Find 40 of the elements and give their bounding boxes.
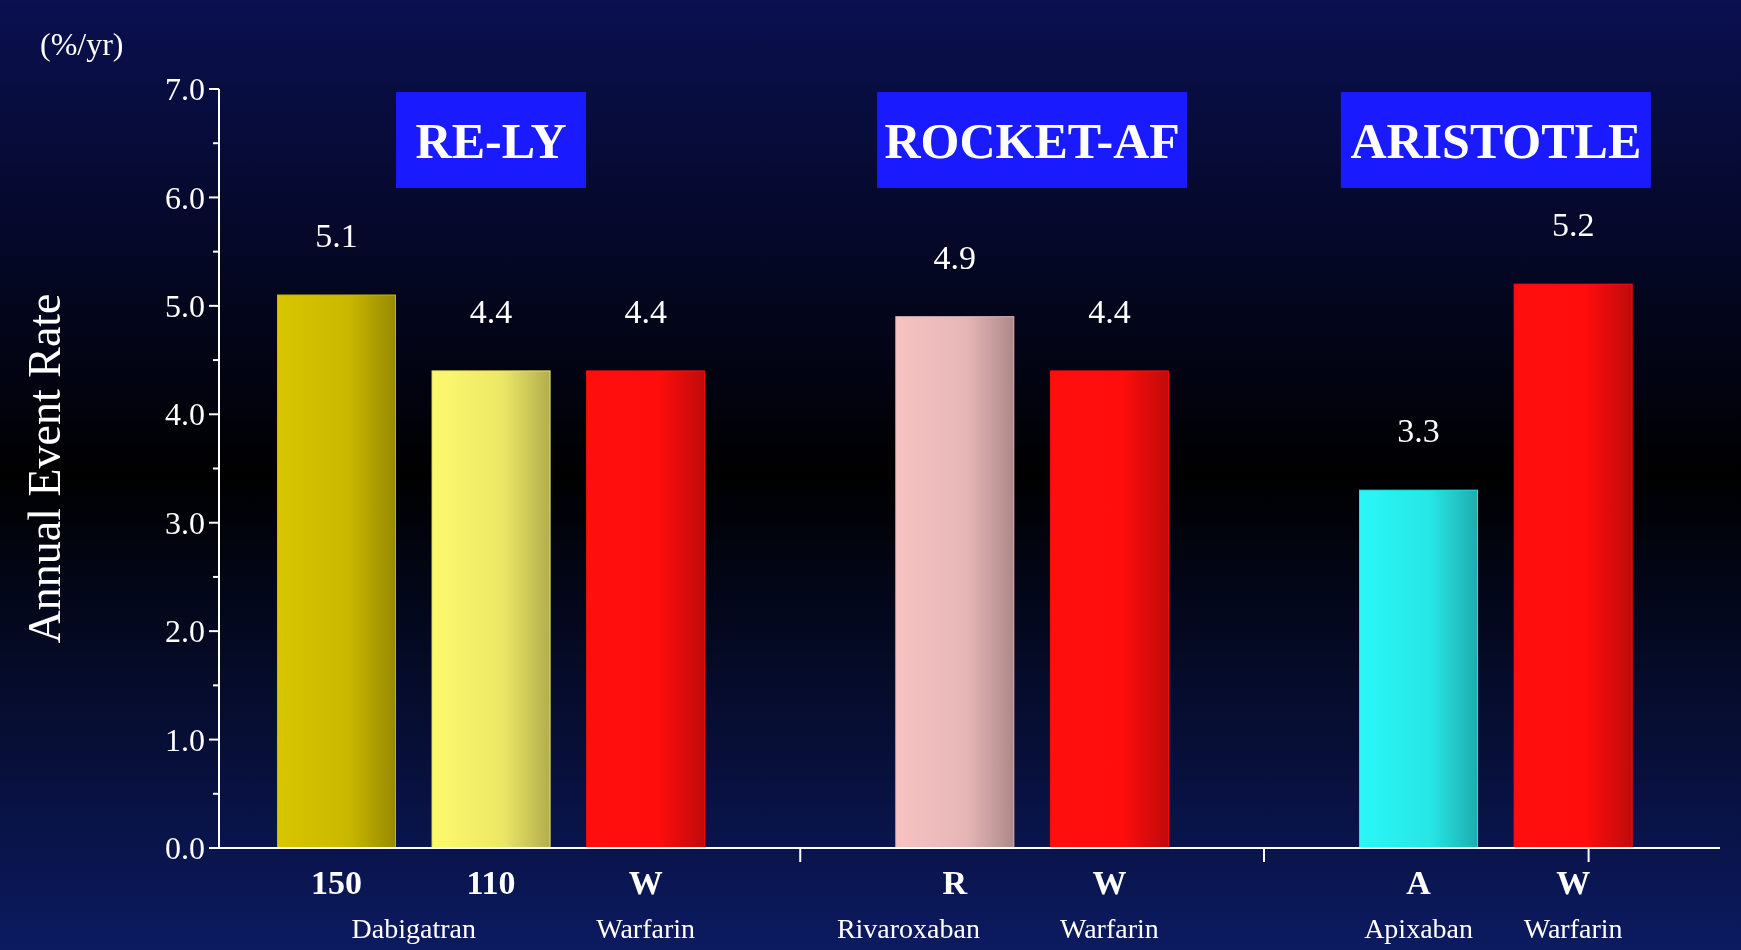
x-tick-label: 110 <box>466 864 516 901</box>
text: Warfarin <box>596 913 696 944</box>
y-tick-label: 7.0 <box>165 71 205 108</box>
x-tick-label: 150 <box>310 864 362 901</box>
bar <box>276 294 396 849</box>
bar <box>431 370 551 849</box>
annotation: ARISTOTLE <box>1350 112 1642 169</box>
y-tick-label: 5.0 <box>165 288 205 325</box>
x-tick-label: W <box>1556 864 1591 901</box>
y-tick-label: 3.0 <box>165 504 205 541</box>
data-label: 4.4 <box>469 292 513 330</box>
bar <box>586 370 706 849</box>
x-tick-label: W <box>628 864 663 901</box>
y-tick-label: 1.0 <box>165 721 205 758</box>
data-label: 3.3 <box>1397 412 1440 450</box>
text: Warfarin <box>1060 913 1159 944</box>
x-tick-label: R <box>942 864 968 901</box>
y-axis-title: Annual Event Rate <box>19 293 70 644</box>
bar <box>1359 489 1479 849</box>
data-label: 4.4 <box>624 292 667 330</box>
annotation: ROCKET-AF <box>884 112 1180 169</box>
y-tick-label: 2.0 <box>165 613 205 650</box>
data-label: 4.4 <box>1088 292 1131 330</box>
x-tick-label: A <box>1406 864 1432 901</box>
data-label: 4.9 <box>933 238 977 276</box>
text: Apixaban <box>1364 913 1473 944</box>
text: Dabigatran <box>351 913 476 944</box>
text: (%/yr) <box>40 26 124 62</box>
y-tick-label: 4.0 <box>165 396 205 433</box>
data-label: 5.1 <box>315 217 358 255</box>
y-tick-label: 0.0 <box>165 830 205 867</box>
x-tick-label: W <box>1092 864 1127 901</box>
y-tick-label: 6.0 <box>165 179 205 216</box>
data-label: 5.2 <box>1551 206 1595 244</box>
text: Rivaroxaban <box>836 913 980 944</box>
text: Warfarin <box>1523 913 1623 944</box>
bar <box>1049 370 1169 849</box>
bar <box>895 316 1015 849</box>
annotation: RE-LY <box>415 112 567 169</box>
bar <box>1513 283 1633 849</box>
